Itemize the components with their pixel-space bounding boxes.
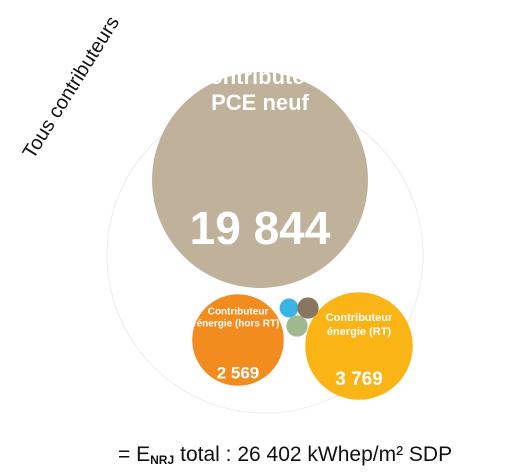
bubble-value: 3 769 (335, 369, 383, 390)
bubble-value: 19 844 (190, 202, 331, 254)
footer-subscript: NRJ (150, 453, 174, 467)
footer: = ENRJ total : 26 402 kWhep/m² SDP (118, 443, 452, 468)
bubble-label: énergie (hors RT) (197, 319, 280, 330)
footer-text: total : 26 402 kWhep/m² SDP (180, 443, 452, 466)
bubble (297, 297, 319, 319)
chart-title: Tous contributeurs (19, 12, 124, 162)
bubble-label: PCE neuf (211, 90, 309, 115)
footer-prefix: = E (118, 443, 150, 466)
bubble-label: Contributeur (326, 312, 393, 324)
bubble (286, 315, 308, 337)
bubble (192, 294, 284, 386)
bubble-label: Contributeur (193, 64, 327, 89)
bubble (279, 298, 299, 318)
bubble (305, 292, 413, 400)
bubble (152, 72, 368, 288)
bubble-label: énergie (RT) (327, 326, 392, 338)
bubble-value: 2 569 (217, 363, 260, 382)
bubble-label: Contributeur (208, 307, 269, 318)
